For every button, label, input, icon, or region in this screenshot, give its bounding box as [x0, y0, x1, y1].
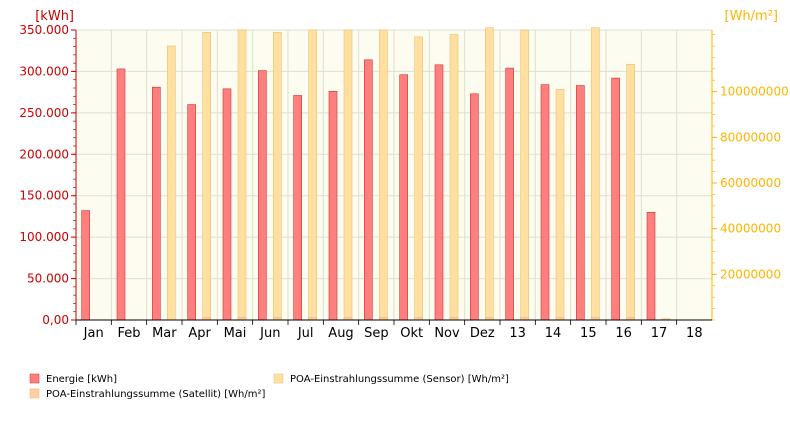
x-tick-label-14: 15 — [580, 326, 597, 341]
legend-swatch-1 — [273, 373, 284, 384]
bar-series-0-4 — [222, 88, 232, 321]
bar-series-1-12 — [520, 29, 529, 321]
bar-series-1-7 — [343, 29, 353, 321]
x-tick-label-0: Jan — [83, 326, 104, 341]
bar-series-0-10 — [434, 64, 444, 321]
bar-series-1-15 — [626, 63, 635, 321]
x-tick-label-2: Mar — [152, 326, 177, 341]
bar-series-1-14 — [591, 27, 600, 321]
y-left-tick-label-2: 100.000 — [19, 230, 69, 244]
y-left-tick-label-7: 350.000 — [19, 23, 69, 37]
bar-series-0-6 — [293, 95, 302, 321]
bar-series-0-14 — [576, 85, 585, 321]
y-right-tick-label-3: 80000000 — [720, 130, 781, 144]
bar-series-0-13 — [540, 84, 550, 321]
x-tick-label-13: 14 — [545, 326, 562, 341]
y-right-unit-label: [Wh/m²] — [725, 9, 779, 24]
bar-series-0-5 — [258, 70, 267, 321]
bar-series-0-7 — [328, 91, 338, 321]
bar-series-1-6 — [308, 29, 317, 321]
y-left-tick-label-5: 250.000 — [19, 106, 69, 120]
x-tick-label-8: Sep — [364, 326, 389, 341]
x-tick-label-16: 17 — [651, 326, 668, 341]
bar-series-1-2 — [167, 45, 176, 321]
bar-series-0-9 — [399, 74, 408, 321]
bar-series-0-3 — [187, 104, 196, 321]
bar-series-0-12 — [505, 67, 514, 321]
y-right-tick-label-1: 40000000 — [720, 222, 781, 236]
bar-series-1-5 — [273, 31, 282, 321]
y-left-tick-label-0: 0,00 — [42, 313, 69, 327]
bar-series-1-13 — [555, 89, 565, 321]
x-tick-label-15: 16 — [615, 326, 632, 341]
bar-series-0-0 — [81, 210, 90, 321]
x-tick-label-5: Jun — [259, 326, 280, 341]
y-left-tick-label-1: 50.000 — [27, 272, 69, 286]
x-tick-label-6: Jul — [297, 326, 314, 341]
bar-series-0-15 — [611, 77, 620, 321]
y-right-tick-label-2: 60000000 — [720, 176, 781, 190]
bar-series-0-16 — [646, 211, 656, 321]
legend-label-2: POA-Einstrahlungssumme (Satellit) [Wh/m²… — [46, 389, 266, 400]
y-left-tick-label-4: 200.000 — [19, 147, 69, 161]
x-tick-label-17: 18 — [686, 326, 703, 341]
bar-series-0-11 — [470, 93, 479, 321]
y-left-tick-label-3: 150.000 — [19, 189, 69, 203]
bar-series-0-8 — [364, 59, 373, 321]
bar-series-1-3 — [202, 31, 211, 321]
legend-label-1: POA-Einstrahlungssumme (Sensor) [Wh/m²] — [290, 374, 509, 385]
bar-series-1-10 — [449, 34, 459, 321]
legend-swatch-2 — [29, 388, 40, 399]
x-tick-label-9: Okt — [400, 326, 423, 341]
x-tick-label-10: Nov — [434, 326, 460, 341]
x-tick-label-1: Feb — [117, 326, 140, 341]
x-tick-label-7: Aug — [328, 326, 353, 341]
x-tick-label-3: Apr — [188, 326, 211, 341]
bar-series-1-4 — [237, 29, 247, 321]
y-left-tick-label-6: 300.000 — [19, 64, 69, 78]
bar-series-1-8 — [379, 29, 388, 321]
bar-series-0-1 — [116, 68, 126, 321]
legend-label-0: Energie [kWh] — [46, 374, 117, 385]
y-right-tick-label-0: 20000000 — [720, 267, 781, 281]
x-tick-label-11: Dez — [470, 326, 495, 341]
bar-series-1-11 — [485, 27, 494, 321]
bar-series-0-2 — [152, 86, 161, 321]
bar-series-1-9 — [414, 36, 423, 321]
legend-swatch-0 — [29, 373, 40, 384]
y-left-unit-label: [kWh] — [35, 9, 74, 24]
y-right-tick-label-4: 100000000 — [720, 85, 789, 99]
x-tick-label-4: Mai — [224, 326, 247, 341]
x-tick-label-12: 13 — [509, 326, 526, 341]
